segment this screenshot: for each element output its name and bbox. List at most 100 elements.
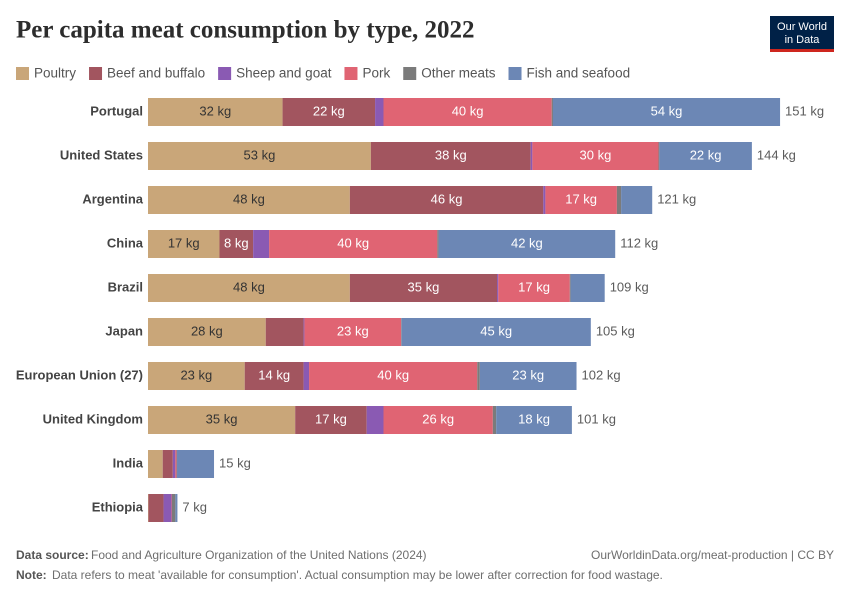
category-label: Argentina [82,191,143,206]
bar-segment [530,142,533,170]
total-label: 151 kg [785,103,824,118]
bar-segment [551,98,553,126]
bar-segment [148,186,350,214]
bar-segment [659,142,752,170]
value-label: 32 kg [199,103,231,118]
value-label: 30 kg [580,147,612,162]
value-label: 48 kg [233,191,265,206]
bar-segment [545,186,617,214]
value-label: 17 kg [565,191,597,206]
bar-segment [148,318,266,346]
logo-text: in Data [785,34,821,46]
logo: Our World in Data [770,16,834,52]
category-label: United States [60,147,143,162]
legend-label: Fish and seafood [527,66,631,81]
category-label: United Kingdom [43,411,143,426]
bar-segment [570,274,605,302]
bar-segment [383,98,552,126]
value-label: 38 kg [435,147,467,162]
bar-segment [492,406,497,434]
bar-segment [148,406,296,434]
legend-label: Poultry [34,66,76,81]
legend-label: Sheep and goat [236,66,332,81]
bar-segment [219,230,254,258]
value-label: 40 kg [452,103,484,118]
total-label: 109 kg [610,279,649,294]
bar-segment [148,362,245,390]
total-label: 144 kg [757,147,796,162]
bar-segment [148,98,283,126]
bar-segment [383,406,493,434]
total-label: 105 kg [596,323,635,338]
bar-segment [366,406,384,434]
value-label: 53 kg [244,147,276,162]
url: OurWorldinData.org/meat-production | CC … [591,548,834,562]
value-label: 17 kg [168,235,200,250]
bar-segment [552,98,781,126]
bar-segment [309,362,478,390]
note-label: Note: [16,568,47,582]
logo-box [770,16,834,52]
bar-segment [244,362,304,390]
bar-segment [177,450,215,478]
value-label: 42 kg [511,235,543,250]
category-label: European Union (27) [16,367,143,382]
legend-swatch [89,67,103,80]
bar-segment [375,98,384,126]
bar-segment [658,142,660,170]
legend-swatch [508,67,522,80]
bar-segment [496,406,572,434]
category-label: India [113,455,144,470]
value-label: 54 kg [651,103,683,118]
value-label: 14 kg [258,367,290,382]
category-label: Brazil [108,279,143,294]
bar-segment [148,450,163,478]
legend-label: Other meats [421,66,496,81]
category-label: China [107,235,144,250]
bar-segment [349,186,544,214]
total-label: 102 kg [582,367,621,382]
legend-swatch [16,67,29,80]
legend-swatch [344,67,358,80]
bar-segment [438,230,616,258]
chart-title: Per capita meat consumption by type, 202… [16,17,475,44]
bar-segment [148,274,350,302]
value-label: 23 kg [512,367,544,382]
total-label: 121 kg [657,191,696,206]
bar-segment [175,450,177,478]
value-label: 8 kg [224,235,249,250]
value-label: 22 kg [690,147,722,162]
logo-stripe [770,49,834,52]
value-label: 17 kg [315,411,347,426]
value-label: 35 kg [206,411,238,426]
value-label: 23 kg [337,323,369,338]
bar-segment [295,406,367,434]
logo-text: Our World [777,21,827,33]
total-label: 101 kg [577,411,616,426]
value-label: 28 kg [191,323,223,338]
category-label: Portugal [90,103,143,118]
value-label: 46 kg [431,191,463,206]
bar-segment [349,274,498,302]
value-label: 22 kg [313,103,345,118]
bar-segment [543,186,546,214]
value-label: 40 kg [377,367,409,382]
bar-segment [282,98,376,126]
legend-swatch [218,67,232,80]
bar-segment [175,494,178,522]
bar-segment [621,186,653,214]
source-label: Data source: [16,548,89,562]
value-label: 35 kg [408,279,440,294]
bar-segment [370,142,531,170]
bar-segment [479,362,577,390]
value-label: 17 kg [518,279,550,294]
legend-swatch [403,67,417,80]
note: Data refers to meat 'available for consu… [52,568,663,582]
bar-segment [148,230,220,258]
bar-segment [163,494,172,522]
category-label: Japan [105,323,143,338]
bar-segment [437,230,439,258]
total-label: 112 kg [620,235,658,250]
legend-label: Pork [362,66,390,81]
